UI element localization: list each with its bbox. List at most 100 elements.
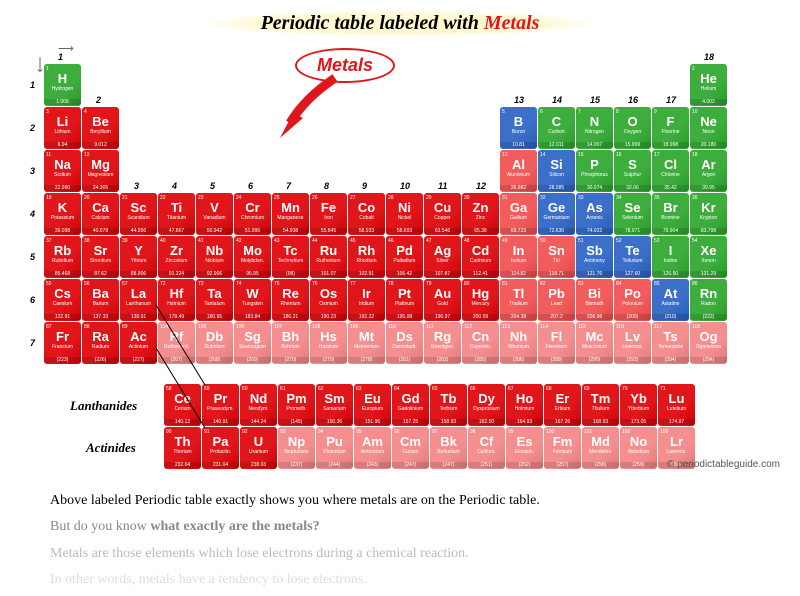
element-cell: 83BiBismuth208.98 — [576, 279, 613, 321]
element-cell: 9FFluorine18.998 — [652, 107, 689, 149]
element-cell: 7NNitrogen14.007 — [576, 107, 613, 149]
element-cell: 118OgOganesson(294) — [690, 322, 727, 364]
element-cell: 17ClChlorine35.42 — [652, 150, 689, 192]
element-cell: 62SmSamarium150.36 — [316, 384, 353, 426]
element-cell: 3LiLithium6.94 — [44, 107, 81, 149]
group-label: 12 — [476, 181, 486, 191]
element-cell: 64GdGadolinium157.25 — [392, 384, 429, 426]
element-cell: 92UUranium238.03 — [240, 427, 277, 469]
group-label: 7 — [286, 181, 291, 191]
element-cell: 11NaSodium22.990 — [44, 150, 81, 192]
element-cell: 98CfCaliforn.(251) — [468, 427, 505, 469]
element-cell: 44RuRuthenium101.07 — [310, 236, 347, 278]
element-cell: 33AsArsenic74.922 — [576, 193, 613, 235]
body-p2: But do you know what exactly are the met… — [50, 516, 750, 538]
element-cell: 93NpNeptunium(237) — [278, 427, 315, 469]
element-cell: 32GeGermanium72.630 — [538, 193, 575, 235]
element-cell: 79AuGold196.97 — [424, 279, 461, 321]
element-cell: 47AgSilver107.87 — [424, 236, 461, 278]
title-accent: Metals — [484, 12, 540, 34]
actinides-label: Actinides — [86, 440, 136, 456]
element-cell: 25MnManganese54.938 — [272, 193, 309, 235]
period-label: 6 — [30, 295, 35, 305]
element-cell: 39YYttrium88.906 — [120, 236, 157, 278]
element-cell: 54XeXenon131.29 — [690, 236, 727, 278]
element-cell: 116LvLivermor.(293) — [614, 322, 651, 364]
element-cell: 5BBoron10.81 — [500, 107, 537, 149]
element-cell: 28NiNickel58.693 — [386, 193, 423, 235]
group-label: 1 — [58, 52, 63, 62]
element-cell: 99EsEinstein.(252) — [506, 427, 543, 469]
element-cell: 55CsCaesium132.91 — [44, 279, 81, 321]
element-cell: 53IIodine126.90 — [652, 236, 689, 278]
element-cell: 77IrIridium192.22 — [348, 279, 385, 321]
element-cell: 38SrStrontium87.62 — [82, 236, 119, 278]
element-cell: 71LuLutetium174.97 — [658, 384, 695, 426]
arrow-icon — [275, 68, 355, 148]
element-cell: 23VVanadium50.942 — [196, 193, 233, 235]
element-cell: 37RbRubidium85.468 — [44, 236, 81, 278]
element-cell: 88RaRadium(226) — [82, 322, 119, 364]
element-cell: 102NoNobelium(259) — [620, 427, 657, 469]
page-title: Periodic table labeled with Metals — [261, 12, 540, 34]
element-cell: 27CoCobalt58.933 — [348, 193, 385, 235]
element-cell: 56BaBarium137.33 — [82, 279, 119, 321]
element-cell: 1HHydrogen1.008 — [44, 64, 81, 106]
element-cell: 48CdCadmium112.41 — [462, 236, 499, 278]
group-label: 6 — [248, 181, 253, 191]
element-cell: 67HoHolmium164.93 — [506, 384, 543, 426]
period-label: 3 — [30, 166, 35, 176]
metals-callout: Metals — [295, 48, 395, 83]
group-label: 4 — [172, 181, 177, 191]
group-label: 2 — [96, 95, 101, 105]
element-cell: 94PuPlutonium(244) — [316, 427, 353, 469]
group-label: 3 — [134, 181, 139, 191]
element-cell: 101MdMendelev.(258) — [582, 427, 619, 469]
fblock-connector — [130, 300, 250, 430]
element-cell: 66DyDysprosium162.50 — [468, 384, 505, 426]
element-cell: 75ReRhenium186.21 — [272, 279, 309, 321]
element-cell: 20CaCalcium40.078 — [82, 193, 119, 235]
element-cell: 84PoPolonium(209) — [614, 279, 651, 321]
element-cell: 45RhRhodium102.91 — [348, 236, 385, 278]
period-label: 2 — [30, 123, 35, 133]
group-label: 17 — [666, 95, 676, 105]
element-cell: 26FeIron55.845 — [310, 193, 347, 235]
element-cell: 91PaProtactin.231.04 — [202, 427, 239, 469]
group-label: 14 — [552, 95, 562, 105]
element-cell: 96CmCurium(247) — [392, 427, 429, 469]
element-cell: 61PmPrometh.(145) — [278, 384, 315, 426]
element-cell: 78PtPlatinum195.08 — [386, 279, 423, 321]
element-cell: 100FmFermium(257) — [544, 427, 581, 469]
element-cell: 12MgMagnesium24.305 — [82, 150, 119, 192]
element-cell: 82PbLead207.2 — [538, 279, 575, 321]
element-cell: 36KrKrypton83.798 — [690, 193, 727, 235]
element-cell: 114FlFlerovium(289) — [538, 322, 575, 364]
element-cell: 46PdPalladium106.42 — [386, 236, 423, 278]
element-cell: 41NbNiobium92.906 — [196, 236, 233, 278]
element-cell: 109MtMeitnerium(278) — [348, 322, 385, 364]
element-cell: 113NhNihonium(286) — [500, 322, 537, 364]
element-cell: 30ZnZinc65.38 — [462, 193, 499, 235]
element-cell: 108HsHassium(270) — [310, 322, 347, 364]
lanthanides-label: Lanthanides — [70, 398, 137, 414]
group-label: 18 — [704, 52, 714, 62]
element-cell: 21ScScandium44.956 — [120, 193, 157, 235]
group-label: 13 — [514, 95, 524, 105]
element-cell: 110DsDarmstadt.(281) — [386, 322, 423, 364]
element-cell: 15PPhosphorus30.974 — [576, 150, 613, 192]
element-cell: 43TcTechnetium(98) — [272, 236, 309, 278]
group-label: 5 — [210, 181, 215, 191]
element-cell: 42MoMolybden.95.95 — [234, 236, 271, 278]
element-cell: 95AmAmericium(243) — [354, 427, 391, 469]
period-label: 7 — [30, 338, 35, 348]
element-cell: 22TiTitanium47.867 — [158, 193, 195, 235]
element-cell: 2HeHelium4.002 — [690, 64, 727, 106]
element-cell: 86RnRadon(222) — [690, 279, 727, 321]
element-cell: 115McMoscovium(290) — [576, 322, 613, 364]
element-cell: 80HgMercury200.59 — [462, 279, 499, 321]
element-cell: 29CuCopper63.546 — [424, 193, 461, 235]
element-cell: 49InIndium114.82 — [500, 236, 537, 278]
element-cell: 76OsOsmium190.23 — [310, 279, 347, 321]
element-cell: 63EuEuropium151.96 — [354, 384, 391, 426]
